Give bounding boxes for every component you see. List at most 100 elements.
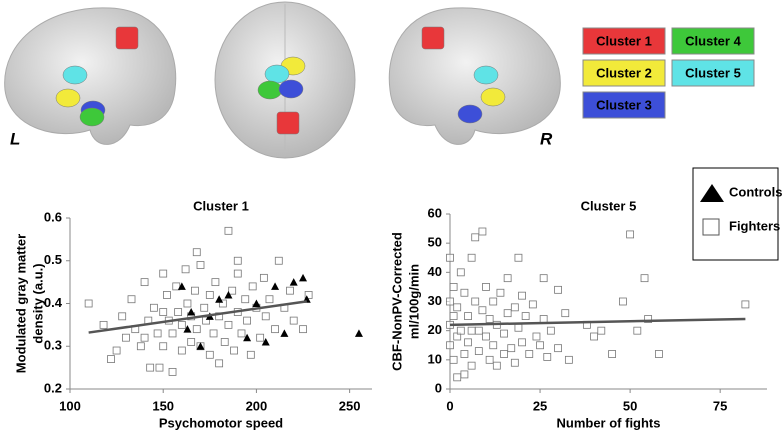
point	[554, 285, 562, 294]
point	[181, 265, 190, 274]
point	[230, 346, 238, 355]
x-tick-label: 0	[446, 398, 453, 413]
point	[155, 363, 164, 372]
point	[99, 320, 108, 329]
point	[237, 329, 246, 338]
point	[482, 283, 490, 291]
cluster-legend-label: Cluster 3	[596, 97, 652, 112]
point	[191, 286, 199, 295]
cluster-blob	[79, 107, 105, 127]
cluster-blob	[276, 111, 300, 135]
point	[228, 286, 237, 295]
point	[243, 316, 251, 325]
x-tick-label: 200	[246, 398, 268, 413]
point	[202, 316, 210, 325]
cluster-legend-box	[582, 59, 666, 87]
point	[453, 303, 462, 312]
point	[633, 326, 642, 335]
point	[446, 297, 454, 306]
x-axis-label: Number of fights	[557, 415, 661, 430]
point	[546, 326, 555, 335]
point	[218, 299, 227, 308]
point	[619, 297, 627, 306]
point	[233, 269, 242, 278]
point	[528, 300, 537, 309]
point	[259, 273, 268, 282]
y-axis-label: Modulated gray matter	[13, 234, 28, 373]
point	[140, 278, 149, 287]
cluster-legend-label: Cluster 2	[596, 65, 652, 80]
x-tick-label: 100	[59, 398, 81, 413]
point	[299, 325, 307, 334]
point	[304, 291, 313, 299]
point	[500, 329, 508, 338]
point	[265, 295, 274, 304]
point	[449, 283, 458, 291]
point	[118, 312, 127, 321]
point	[153, 329, 162, 338]
cluster-blob	[257, 80, 283, 100]
point	[163, 291, 171, 299]
cluster-blob	[457, 104, 483, 124]
cluster-blob	[55, 88, 81, 108]
x-tick-label: 25	[533, 398, 547, 413]
legend-marker	[702, 218, 720, 236]
point	[211, 278, 220, 287]
cluster-legend-box	[671, 27, 755, 55]
point	[177, 346, 186, 355]
x-tick-label: 250	[339, 398, 361, 413]
point	[532, 332, 541, 341]
point	[626, 230, 635, 239]
trend-line	[88, 300, 307, 334]
point	[507, 344, 516, 353]
chart-title: Cluster 5	[581, 198, 637, 213]
point	[243, 333, 252, 342]
hemisphere-label: L	[10, 129, 20, 148]
point	[140, 333, 149, 342]
cluster-legend-box	[671, 59, 755, 87]
point	[192, 248, 201, 257]
point	[510, 303, 519, 312]
point	[215, 359, 224, 368]
point	[543, 353, 552, 361]
point	[590, 332, 598, 341]
cluster-blob	[473, 65, 499, 85]
point	[471, 297, 480, 306]
cluster-legend-label: Cluster 4	[685, 33, 741, 48]
point	[354, 329, 363, 337]
point	[564, 355, 573, 364]
point	[107, 355, 115, 363]
point	[456, 268, 465, 277]
point	[215, 295, 224, 303]
point	[456, 326, 465, 335]
cluster-legend-label: Cluster 1	[596, 33, 652, 48]
cluster-blob	[278, 79, 304, 99]
point	[196, 261, 205, 269]
point	[209, 329, 218, 338]
point	[187, 308, 196, 316]
cluster-blob	[264, 64, 290, 84]
point	[521, 312, 530, 320]
point	[741, 300, 750, 309]
point	[168, 367, 177, 376]
point	[482, 332, 490, 341]
y-tick-label: 10	[428, 351, 442, 366]
y-tick-label: 50	[428, 235, 442, 250]
point	[200, 303, 209, 312]
point	[453, 373, 462, 382]
point	[261, 312, 270, 321]
y-axis-label: density (a.u.)	[30, 263, 45, 343]
chart-title: Cluster 1	[193, 198, 249, 213]
point	[525, 350, 534, 358]
point	[608, 350, 617, 358]
cluster-blob	[62, 65, 88, 85]
point	[449, 312, 458, 320]
point	[192, 325, 201, 334]
cluster-legend-label: Cluster 5	[685, 65, 741, 80]
point	[539, 315, 548, 323]
y-tick-label: 20	[428, 322, 442, 337]
point	[492, 361, 501, 370]
point	[503, 309, 512, 318]
point	[224, 290, 233, 299]
point	[471, 233, 480, 242]
